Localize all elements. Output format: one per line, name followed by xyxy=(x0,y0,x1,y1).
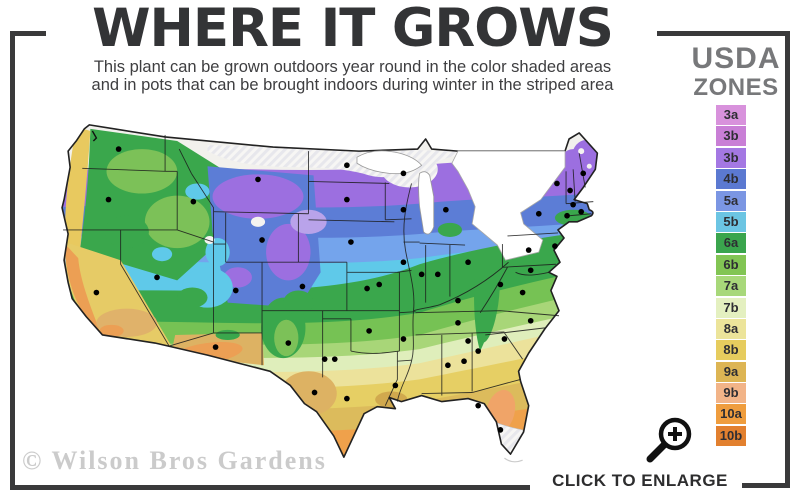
legend-zone-5a: 5a xyxy=(716,190,746,211)
legend-zone-8b: 8b xyxy=(716,340,746,361)
legend-zone-3b: 3b xyxy=(716,147,746,168)
legend-title-zones: ZONES xyxy=(693,74,779,101)
frame-top-right xyxy=(657,31,790,36)
frame-top-left xyxy=(10,31,46,36)
magnifying-glass-plus-icon[interactable] xyxy=(646,414,694,464)
legend-zone-4b: 4b xyxy=(716,169,746,190)
legend-zone-5b: 5b xyxy=(716,211,746,232)
frame-bottom-right xyxy=(742,483,790,488)
legend-zone-10b: 10b xyxy=(716,425,746,446)
great-lakes xyxy=(356,150,566,261)
legend-title: USDA ZONES xyxy=(676,44,796,100)
subtitle-line-1: This plant can be grown outdoors year ro… xyxy=(93,58,612,76)
frame-left xyxy=(10,31,15,490)
florida-keys xyxy=(504,457,523,463)
header: WHERE IT GROWS This plant can be grown o… xyxy=(30,0,675,94)
legend-zone-7b: 7b xyxy=(716,297,746,318)
puget-sound xyxy=(91,130,98,142)
us-outline xyxy=(61,124,599,458)
legend-zone-3b: 3b xyxy=(716,126,746,147)
enlarge-button[interactable]: CLICK TO ENLARGE xyxy=(540,414,740,491)
legend-zone-6b: 6b xyxy=(716,254,746,275)
legend-zone-9a: 9a xyxy=(716,361,746,382)
watermark: © Wilson Bros Gardens xyxy=(22,446,327,475)
enlarge-label[interactable]: CLICK TO ENLARGE xyxy=(552,471,728,490)
legend-zone-7a: 7a xyxy=(716,276,746,297)
usda-zone-map[interactable] xyxy=(56,110,662,470)
subtitle-line-2: and in pots that can be brought indoors … xyxy=(91,76,614,94)
legend-zone-9b: 9b xyxy=(716,383,746,404)
frame-right xyxy=(785,31,790,488)
legend-zone-6a: 6a xyxy=(716,233,746,254)
frame-bottom xyxy=(10,485,530,490)
legend-zone-3a: 3a xyxy=(716,105,746,125)
zone-list: 3a 3b 3b 4b 5a 5b 6a 6b 7a 7b 8a 8b 9a 9b 10a 10b xyxy=(716,105,746,447)
legend-title-usda: USDA xyxy=(691,42,781,75)
state-borders xyxy=(63,134,594,406)
legend-zone-8a: 8a xyxy=(716,318,746,339)
legend-zone-10a: 10a xyxy=(716,404,746,425)
state-dots xyxy=(93,146,587,433)
page-title: WHERE IT GROWS xyxy=(92,0,614,59)
